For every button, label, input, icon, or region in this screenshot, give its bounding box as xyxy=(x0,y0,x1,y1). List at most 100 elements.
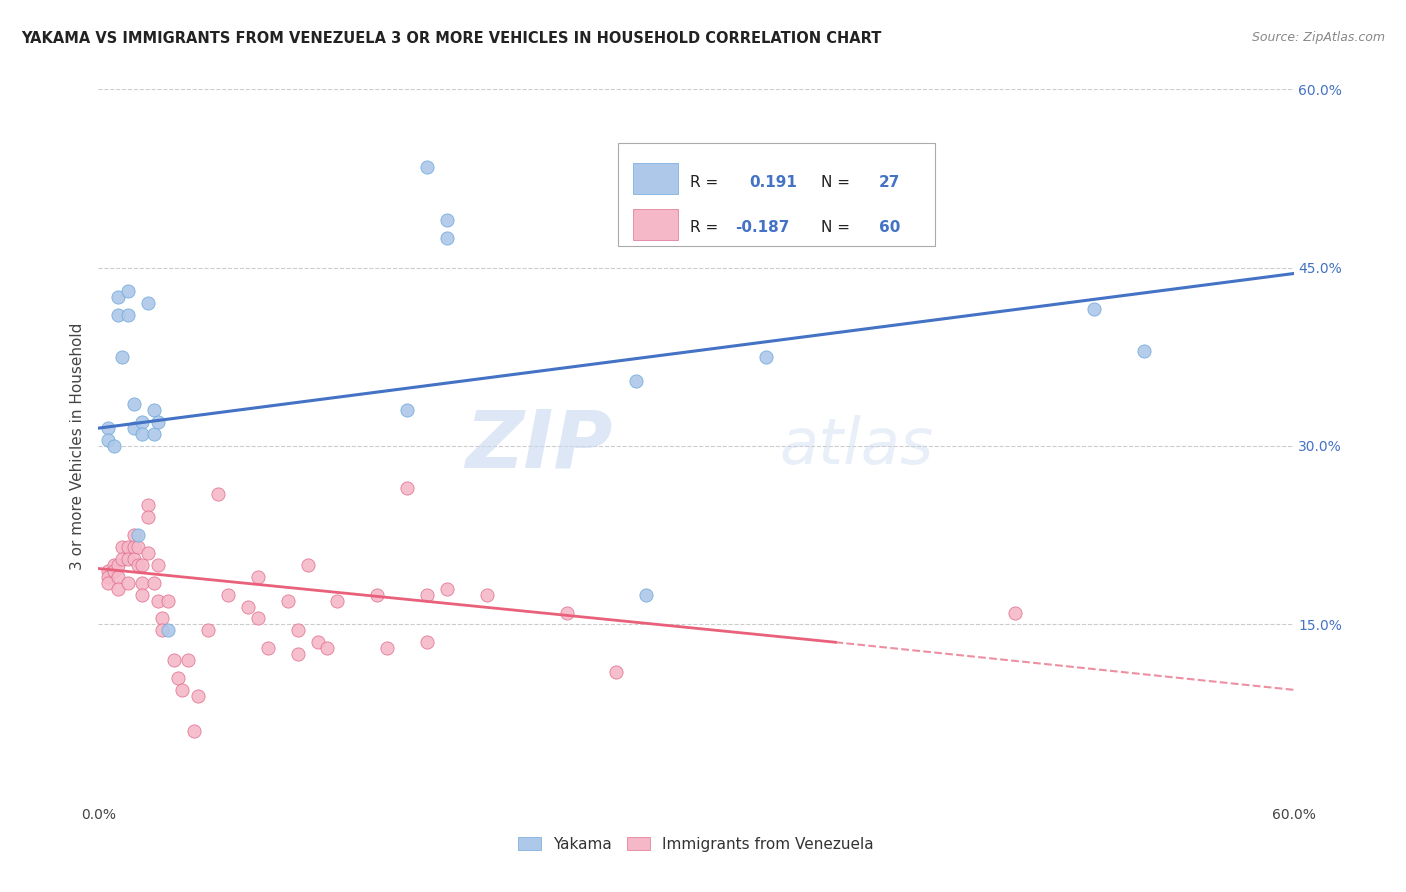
Text: 60: 60 xyxy=(879,220,900,235)
Point xyxy=(124,421,146,435)
Point xyxy=(277,593,299,607)
Point xyxy=(177,653,200,667)
Point xyxy=(246,570,269,584)
Point xyxy=(150,611,173,625)
Text: YAKAMA VS IMMIGRANTS FROM VENEZUELA 3 OR MORE VEHICLES IN HOUSEHOLD CORRELATION : YAKAMA VS IMMIGRANTS FROM VENEZUELA 3 OR… xyxy=(21,31,882,46)
Point xyxy=(117,575,139,590)
Point xyxy=(605,665,627,679)
Point xyxy=(127,540,149,554)
Point xyxy=(396,481,419,495)
Point xyxy=(326,593,349,607)
Point xyxy=(187,689,209,703)
Point xyxy=(172,682,194,697)
Point xyxy=(236,599,259,614)
Point xyxy=(307,635,329,649)
Text: N =: N = xyxy=(821,175,851,189)
Point xyxy=(124,397,146,411)
Point xyxy=(107,308,129,322)
Text: Source: ZipAtlas.com: Source: ZipAtlas.com xyxy=(1251,31,1385,45)
Point xyxy=(103,439,125,453)
Point xyxy=(136,510,159,524)
Text: ZIP: ZIP xyxy=(465,407,613,485)
Point xyxy=(207,486,229,500)
Point xyxy=(287,647,309,661)
Point xyxy=(316,641,339,656)
Point xyxy=(555,606,578,620)
Point xyxy=(636,588,658,602)
Point xyxy=(197,624,219,638)
Point xyxy=(97,575,120,590)
Point xyxy=(117,552,139,566)
Point xyxy=(97,570,120,584)
Point xyxy=(755,350,778,364)
Point xyxy=(117,540,139,554)
FancyBboxPatch shape xyxy=(619,143,935,246)
Point xyxy=(475,588,498,602)
Point xyxy=(131,415,153,429)
Point xyxy=(246,611,269,625)
Point xyxy=(107,558,129,572)
Point xyxy=(416,160,439,174)
Point xyxy=(136,296,159,310)
Text: N =: N = xyxy=(821,220,851,235)
Point xyxy=(366,588,388,602)
Point xyxy=(107,290,129,304)
Point xyxy=(97,421,120,435)
Point xyxy=(117,285,139,299)
Point xyxy=(131,575,153,590)
Point xyxy=(131,558,153,572)
Point xyxy=(97,564,120,578)
Point xyxy=(297,558,319,572)
Point xyxy=(143,403,166,417)
Y-axis label: 3 or more Vehicles in Household: 3 or more Vehicles in Household xyxy=(70,322,86,570)
Point xyxy=(131,588,153,602)
Point xyxy=(375,641,398,656)
Point xyxy=(148,415,170,429)
Point xyxy=(103,558,125,572)
Point xyxy=(167,671,190,685)
Point xyxy=(107,570,129,584)
Point xyxy=(124,540,146,554)
FancyBboxPatch shape xyxy=(633,209,678,240)
Point xyxy=(436,231,458,245)
Point xyxy=(256,641,278,656)
Point xyxy=(127,558,149,572)
Text: R =: R = xyxy=(690,220,718,235)
Point xyxy=(136,499,159,513)
Point xyxy=(131,427,153,442)
Point xyxy=(117,308,139,322)
Point xyxy=(127,528,149,542)
Point xyxy=(436,213,458,227)
Point xyxy=(111,350,134,364)
Point xyxy=(111,552,134,566)
Point xyxy=(1083,302,1105,317)
Text: 27: 27 xyxy=(879,175,900,189)
Point xyxy=(396,403,419,417)
Point xyxy=(416,588,439,602)
Point xyxy=(287,624,309,638)
Point xyxy=(217,588,239,602)
Point xyxy=(97,433,120,447)
Point xyxy=(1133,343,1156,358)
Text: 0.191: 0.191 xyxy=(749,175,797,189)
FancyBboxPatch shape xyxy=(633,163,678,194)
Point xyxy=(124,552,146,566)
Text: -0.187: -0.187 xyxy=(735,220,790,235)
Point xyxy=(183,724,205,739)
Point xyxy=(157,624,180,638)
Point xyxy=(103,564,125,578)
Point xyxy=(436,582,458,596)
Point xyxy=(143,427,166,442)
Point xyxy=(124,528,146,542)
Point xyxy=(148,593,170,607)
Point xyxy=(136,546,159,560)
Point xyxy=(1004,606,1026,620)
Legend: Yakama, Immigrants from Venezuela: Yakama, Immigrants from Venezuela xyxy=(510,829,882,859)
Point xyxy=(150,624,173,638)
Point xyxy=(107,582,129,596)
Point xyxy=(157,593,180,607)
Point xyxy=(163,653,186,667)
Point xyxy=(416,635,439,649)
Point xyxy=(626,374,648,388)
Text: atlas: atlas xyxy=(779,415,934,477)
